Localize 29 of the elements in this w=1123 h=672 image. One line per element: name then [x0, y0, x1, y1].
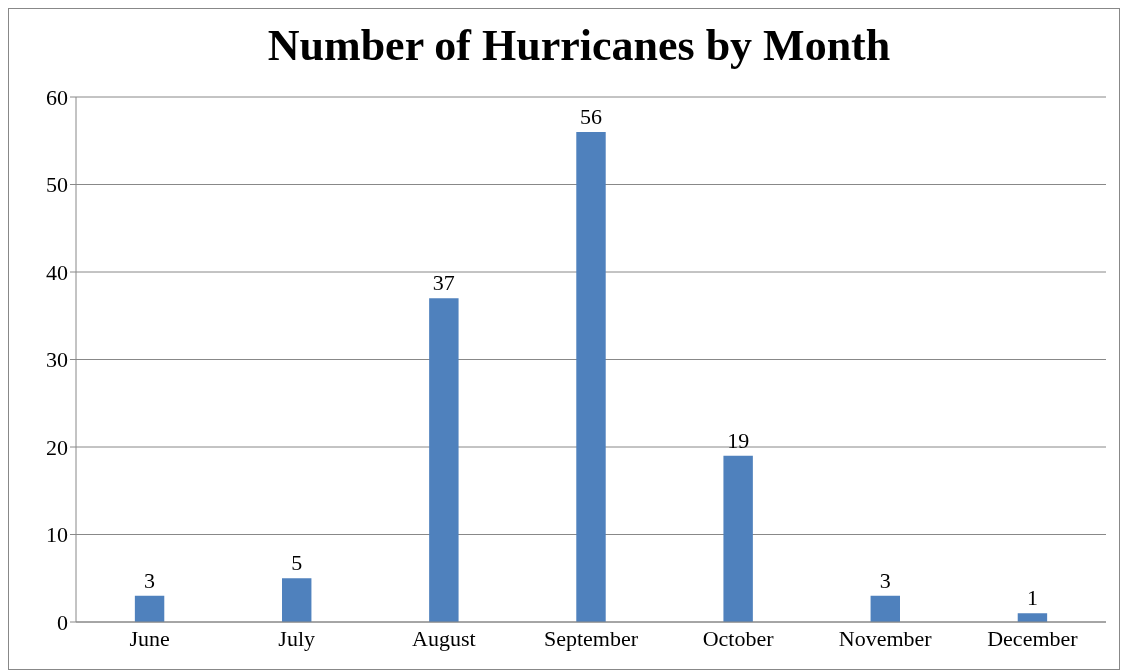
bar — [576, 132, 606, 622]
bar — [282, 578, 312, 622]
y-tick-label: 20 — [46, 434, 68, 460]
data-label: 19 — [727, 427, 750, 453]
chart-title: Number of Hurricanes by Month — [266, 20, 892, 72]
data-label: 37 — [432, 270, 455, 296]
x-tick-label: December — [987, 625, 1079, 651]
data-label: 1 — [1026, 585, 1038, 611]
y-tick-label: 40 — [46, 259, 68, 285]
bar — [1017, 613, 1048, 622]
x-tick-label: July — [278, 625, 316, 651]
bar — [723, 455, 753, 622]
y-tick-label: 30 — [46, 347, 68, 373]
bar — [429, 298, 459, 622]
x-tick-label: October — [702, 625, 775, 651]
data-label: 3 — [879, 567, 891, 593]
data-label: 3 — [144, 567, 156, 593]
x-tick-label: November — [838, 625, 933, 651]
y-tick-label: 50 — [46, 172, 68, 198]
x-tick-label: September — [543, 625, 639, 651]
y-tick-label: 10 — [46, 522, 68, 548]
y-tick-label: 60 — [46, 84, 68, 110]
data-label: 5 — [291, 550, 303, 576]
bar — [134, 595, 165, 622]
x-tick-label: August — [412, 625, 476, 651]
data-label: 56 — [580, 104, 602, 129]
x-tick-label: June — [129, 625, 170, 651]
bar — [870, 595, 900, 622]
y-tick-label: 0 — [57, 609, 68, 635]
